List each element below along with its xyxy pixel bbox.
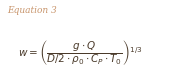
- Text: $w = \left(\dfrac{g \cdot Q}{D/2 \cdot \rho_0 \cdot C_P \cdot T_0}\right)^{1/3}$: $w = \left(\dfrac{g \cdot Q}{D/2 \cdot \…: [18, 38, 143, 67]
- Text: Equation 3: Equation 3: [7, 6, 57, 15]
